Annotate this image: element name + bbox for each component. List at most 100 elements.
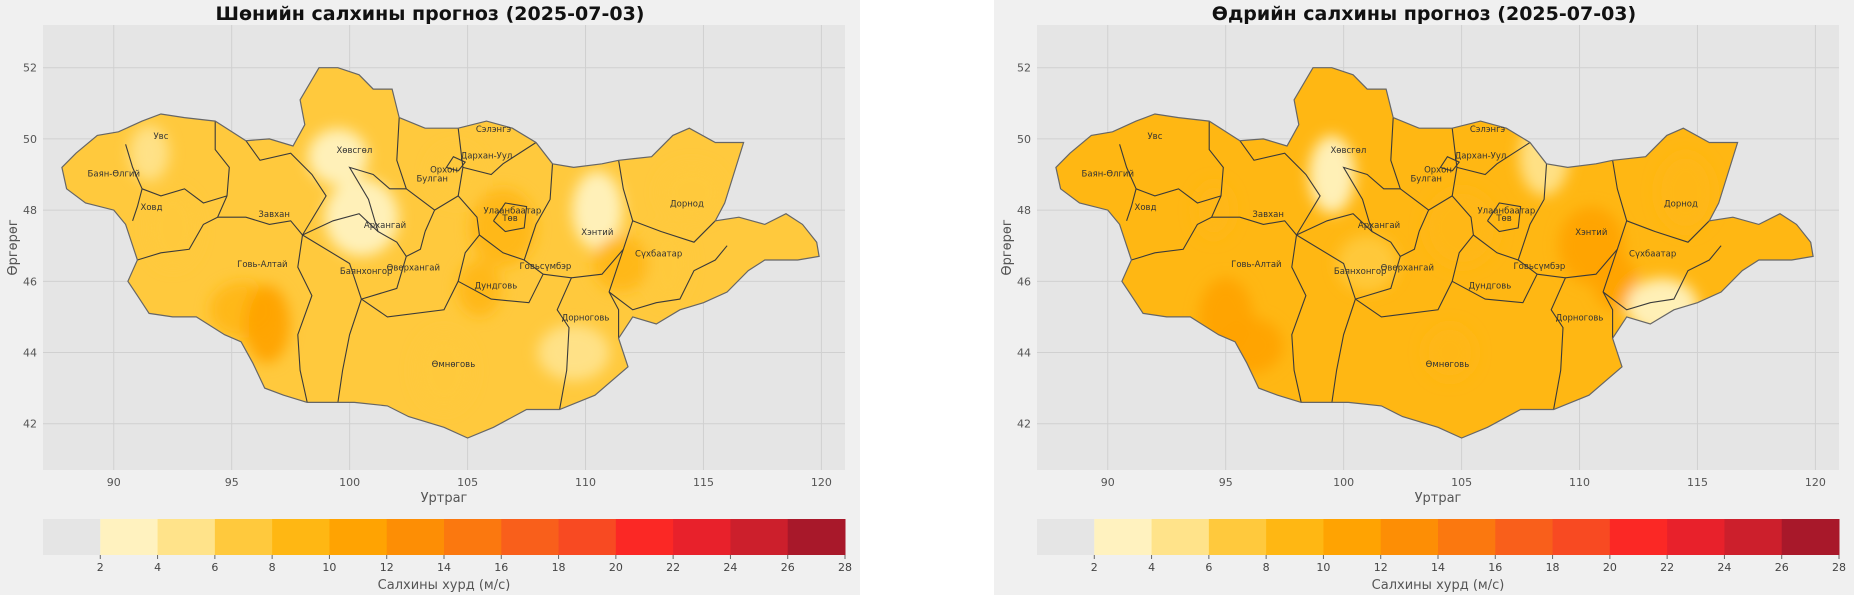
y-axis-label: Өргөрөг bbox=[1000, 219, 1015, 275]
province-boundary bbox=[1342, 166, 1401, 232]
province-label: Хөвсгөл bbox=[336, 146, 372, 156]
colorbar-segment bbox=[386, 519, 445, 555]
province-boundary bbox=[1626, 220, 1710, 243]
colorbar-tick-label: 4 bbox=[154, 561, 161, 574]
colorbar-under-segment bbox=[43, 519, 101, 555]
colorbar-segment bbox=[1667, 519, 1725, 555]
colorbar-tick-label: 22 bbox=[1660, 561, 1674, 574]
province-label: Завхан bbox=[258, 210, 289, 220]
province-boundary bbox=[493, 202, 528, 233]
province-boundary bbox=[214, 121, 230, 196]
y-tick-label: 52 bbox=[23, 62, 37, 75]
y-tick-label: 48 bbox=[23, 204, 37, 217]
y-tick-label: 48 bbox=[1017, 204, 1031, 217]
colorbar-segment bbox=[501, 519, 560, 555]
y-axis-label: Өргөрөг bbox=[6, 219, 21, 275]
province-boundary bbox=[543, 273, 573, 410]
x-tick-label: 90 bbox=[1101, 476, 1115, 489]
province-boundary bbox=[1428, 128, 1458, 211]
wind-patch bbox=[415, 331, 473, 410]
x-tick-label: 95 bbox=[1219, 476, 1233, 489]
province-label: Дорнод bbox=[670, 200, 704, 210]
province-boundary bbox=[245, 140, 327, 236]
colorbar-tick-label: 28 bbox=[838, 561, 852, 574]
province-label: Хэнтий bbox=[1575, 228, 1607, 238]
province-label: Дундговь bbox=[474, 281, 517, 291]
wind-patch bbox=[537, 324, 610, 381]
colorbar-tick-label: 18 bbox=[552, 561, 566, 574]
province-label: Ховд bbox=[1135, 203, 1157, 213]
colorbar-tick-label: 12 bbox=[1374, 561, 1388, 574]
day-map-title: Өдрийн салхины прогноз (2025-07-03) bbox=[1211, 3, 1637, 25]
colorbar-segment bbox=[1094, 519, 1153, 555]
province-label: Орхон bbox=[1424, 166, 1452, 176]
province-boundary bbox=[1602, 249, 1618, 339]
wind-patch bbox=[592, 235, 649, 292]
province-label: Дорнод bbox=[1664, 200, 1698, 210]
province-label: Говь-Алтай bbox=[1231, 260, 1281, 270]
colorbar-tick-label: 6 bbox=[1205, 561, 1212, 574]
x-tick-label: 110 bbox=[1569, 476, 1590, 489]
province-label: Өмнөговь bbox=[432, 360, 476, 370]
day-forecast-figure: Өдрийн салхины прогноз (2025-07-03) Баян… bbox=[994, 0, 1854, 595]
colorbar-tick-label: 22 bbox=[666, 561, 680, 574]
province-label: Улаанбаатар bbox=[1477, 207, 1535, 217]
province-label: Говь-Алтай bbox=[237, 260, 287, 270]
wind-patch bbox=[1193, 182, 1234, 239]
province-label: Увс bbox=[1148, 132, 1163, 142]
colorbar-segment bbox=[615, 519, 674, 555]
wind-patch bbox=[129, 125, 170, 182]
wind-patch bbox=[1592, 253, 1637, 310]
y-tick-label: 44 bbox=[1017, 347, 1031, 360]
x-tick-label: 115 bbox=[1687, 476, 1708, 489]
province-label: Говьсүмбэр bbox=[520, 262, 572, 272]
colorbar-segment bbox=[100, 519, 159, 555]
y-tick-label: 44 bbox=[23, 347, 37, 360]
colorbar-tick-label: 20 bbox=[1603, 561, 1617, 574]
colorbar-segment bbox=[1781, 519, 1840, 555]
night-forecast-figure: Шөнийн салхины прогноз (2025-07-03) Баян… bbox=[0, 0, 860, 595]
province-boundary bbox=[434, 128, 464, 211]
country-outline bbox=[1055, 67, 1814, 439]
colorbar-tick-label: 10 bbox=[322, 561, 336, 574]
province-label: Өвөрхангай bbox=[387, 264, 440, 274]
province-boundary bbox=[1355, 195, 1474, 318]
province-label: Хэнтий bbox=[581, 228, 613, 238]
colorbar-segment bbox=[444, 519, 502, 555]
day-wind-map: Баян-Өлгий Увс Ховд Завхан Говь-Алтай Хөвсгөл… bbox=[1000, 25, 1846, 593]
colorbar-segment bbox=[1380, 519, 1439, 555]
province-boundary bbox=[1131, 195, 1222, 261]
colorbar-tick-label: 8 bbox=[1263, 561, 1270, 574]
province-boundary bbox=[1239, 140, 1321, 236]
wind-patch bbox=[1308, 135, 1355, 214]
province-label: Ховд bbox=[141, 203, 163, 213]
wind-patch bbox=[572, 171, 623, 250]
colorbar-tick-label: 16 bbox=[1488, 561, 1502, 574]
province-label: Өмнөговь bbox=[1426, 360, 1470, 370]
y-tick-label: 52 bbox=[1017, 62, 1031, 75]
province-label: Сэлэнгэ bbox=[476, 125, 512, 135]
colorbar-segment bbox=[1438, 519, 1496, 555]
colorbar-tick-label: 4 bbox=[1148, 561, 1155, 574]
province-boundary bbox=[1439, 156, 1461, 172]
x-tick-label: 110 bbox=[575, 476, 596, 489]
wind-patch bbox=[469, 188, 536, 267]
province-label: Архангай bbox=[364, 221, 406, 231]
colorbar-segment bbox=[1266, 519, 1324, 555]
colorbar-segment bbox=[1208, 519, 1267, 555]
wind-patch bbox=[659, 164, 724, 221]
x-tick-label: 120 bbox=[811, 476, 832, 489]
wind-patch bbox=[1424, 188, 1499, 267]
province-label: Хөвсгөл bbox=[1330, 146, 1366, 156]
colorbar-tick-label: 14 bbox=[1431, 561, 1445, 574]
province-label: Улаанбаатар bbox=[483, 207, 541, 217]
province-boundary bbox=[1135, 188, 1222, 204]
colorbar-segment bbox=[1323, 519, 1382, 555]
province-boundary bbox=[1390, 117, 1430, 232]
colorbar-segment bbox=[673, 519, 731, 555]
x-tick-label: 115 bbox=[693, 476, 714, 489]
province-boundary bbox=[297, 234, 313, 403]
province-label: Сүхбаатар bbox=[1629, 249, 1676, 259]
province-boundary bbox=[1211, 216, 1297, 236]
province-label: Баян-Өлгий bbox=[88, 169, 140, 179]
